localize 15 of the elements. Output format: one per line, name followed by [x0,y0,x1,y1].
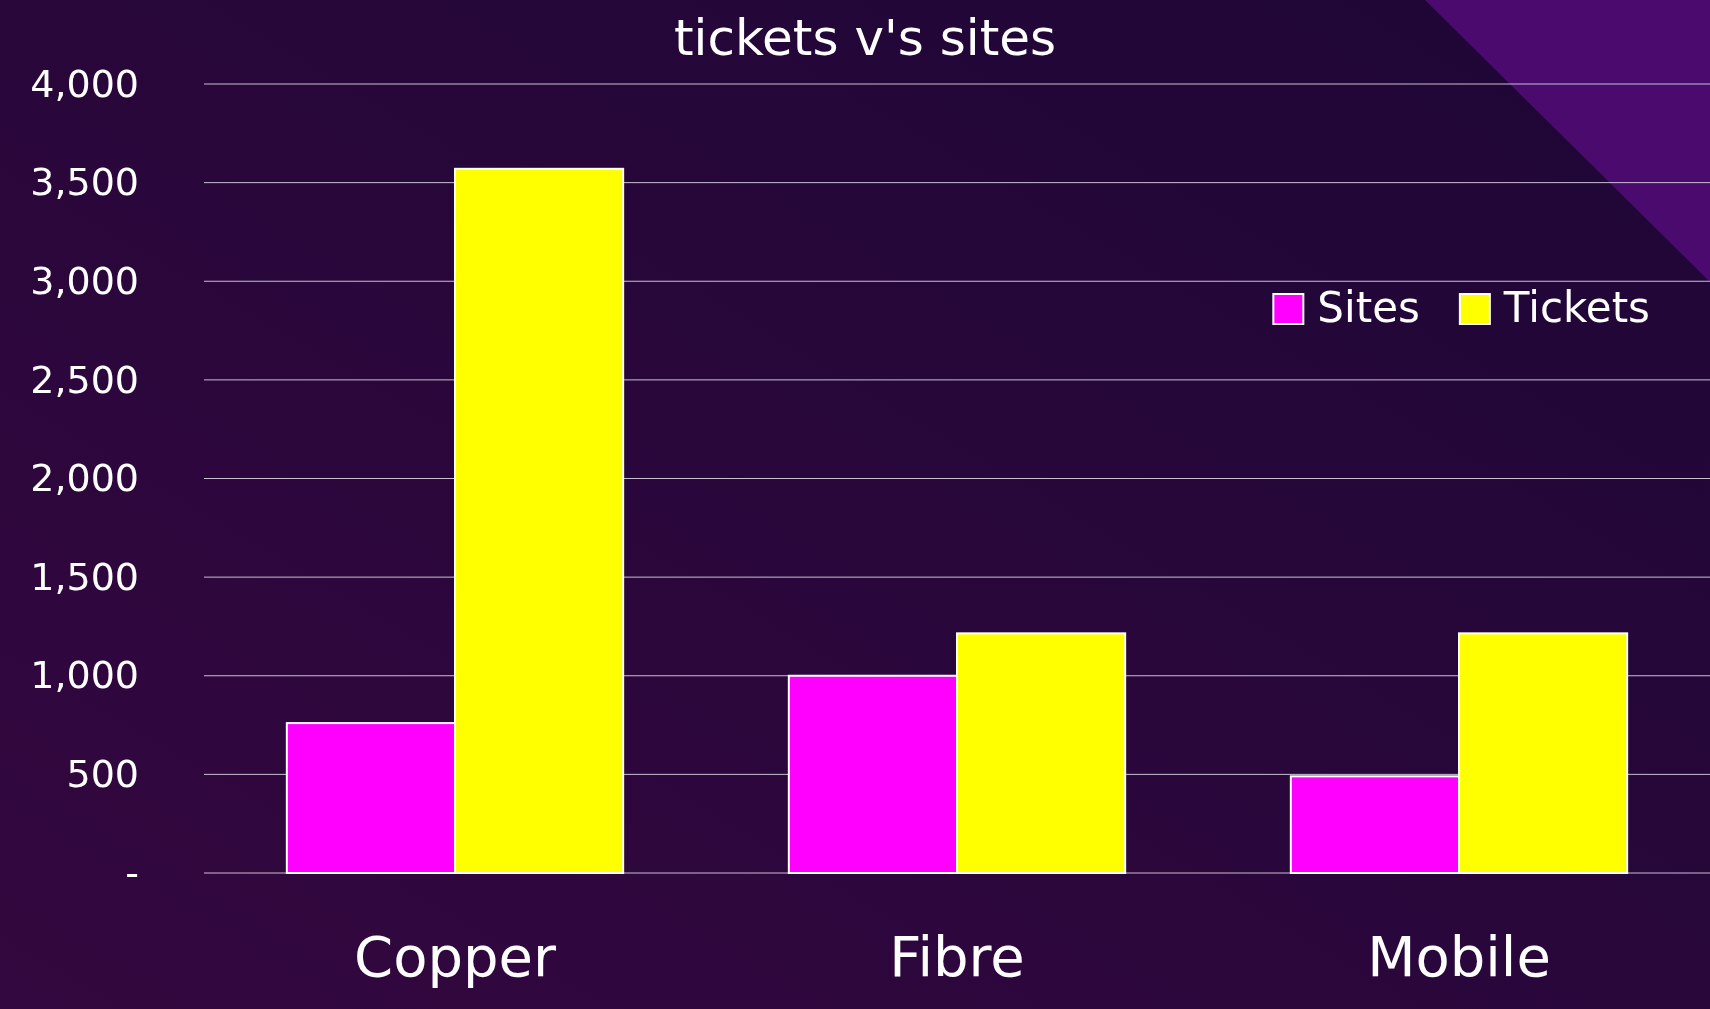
x-tick-label: Mobile [1367,923,1551,989]
x-tick-label: Copper [354,923,557,989]
y-tick-label: 3,000 [30,258,139,303]
chart-title: tickets v's sites [673,9,1057,67]
y-tick-label: 1,500 [30,554,139,599]
y-tick-label: 3,500 [30,160,139,205]
y-tick-label: 1,000 [30,653,139,698]
y-tick-label: 4,000 [30,61,139,106]
legend-label: Sites [1317,283,1420,332]
legend-label: Tickets [1502,283,1650,332]
y-tick-label: - [125,850,139,895]
y-tick-label: 2,000 [30,456,139,501]
y-tick-label: 500 [66,752,139,797]
x-tick-label: Fibre [889,923,1025,989]
y-tick-label: 2,500 [30,357,139,402]
